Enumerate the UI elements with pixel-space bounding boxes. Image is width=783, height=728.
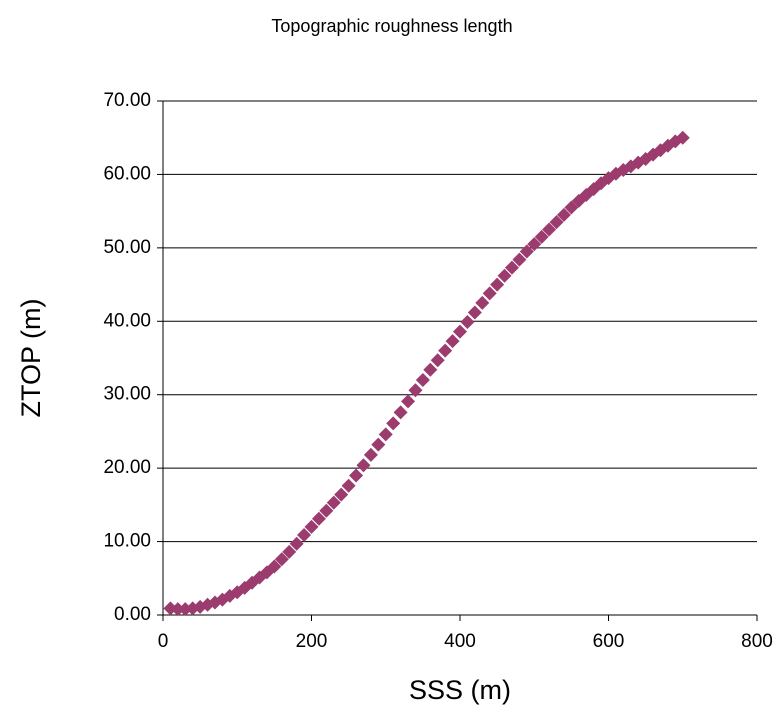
point [497, 268, 512, 283]
point [445, 334, 460, 349]
point [170, 602, 185, 617]
point [274, 552, 289, 567]
point [393, 405, 408, 420]
point [349, 468, 364, 483]
point [408, 383, 423, 398]
point [460, 315, 475, 330]
point [534, 229, 549, 244]
x-tick-label: 400 [444, 631, 476, 652]
chart-title: Topographic roughness length [271, 16, 512, 36]
x-axis-title: SSS (m) [409, 675, 511, 705]
point [282, 544, 297, 559]
point [504, 260, 519, 275]
point [311, 511, 326, 526]
point [319, 503, 334, 518]
x-tick-label: 0 [158, 631, 169, 652]
point [334, 487, 349, 502]
point [430, 353, 445, 368]
point [363, 447, 378, 462]
point [467, 305, 482, 320]
y-tick-label: 20.00 [103, 457, 151, 478]
point [401, 394, 416, 409]
point [371, 437, 386, 452]
point [326, 495, 341, 510]
y-axis-title: ZTOP (m) [16, 299, 46, 418]
point [482, 286, 497, 301]
point [289, 536, 304, 551]
point [356, 458, 371, 473]
point [386, 416, 401, 431]
point [527, 237, 542, 252]
point [549, 215, 564, 230]
point [267, 559, 282, 574]
point [675, 130, 690, 145]
y-tick-label: 60.00 [103, 163, 151, 184]
point [564, 200, 579, 215]
x-tick-label: 600 [593, 631, 625, 652]
point [341, 478, 356, 493]
point [490, 277, 505, 292]
point [453, 324, 467, 339]
y-tick-label: 40.00 [103, 310, 151, 331]
point [519, 244, 534, 259]
y-tick-label: 10.00 [103, 531, 151, 552]
y-tick-label: 50.00 [103, 237, 151, 258]
point [512, 252, 527, 267]
point [304, 519, 319, 534]
y-tick-label: 0.00 [114, 604, 151, 625]
point [378, 427, 393, 442]
point [415, 373, 430, 388]
point [556, 207, 571, 222]
point [542, 222, 557, 237]
x-tick-label: 800 [741, 631, 773, 652]
point [423, 362, 438, 377]
y-tick-label: 30.00 [103, 384, 151, 405]
point [297, 527, 312, 542]
y-tick-label: 70.00 [103, 90, 151, 111]
x-tick-label: 200 [296, 631, 328, 652]
point [475, 295, 490, 310]
point [438, 343, 453, 358]
